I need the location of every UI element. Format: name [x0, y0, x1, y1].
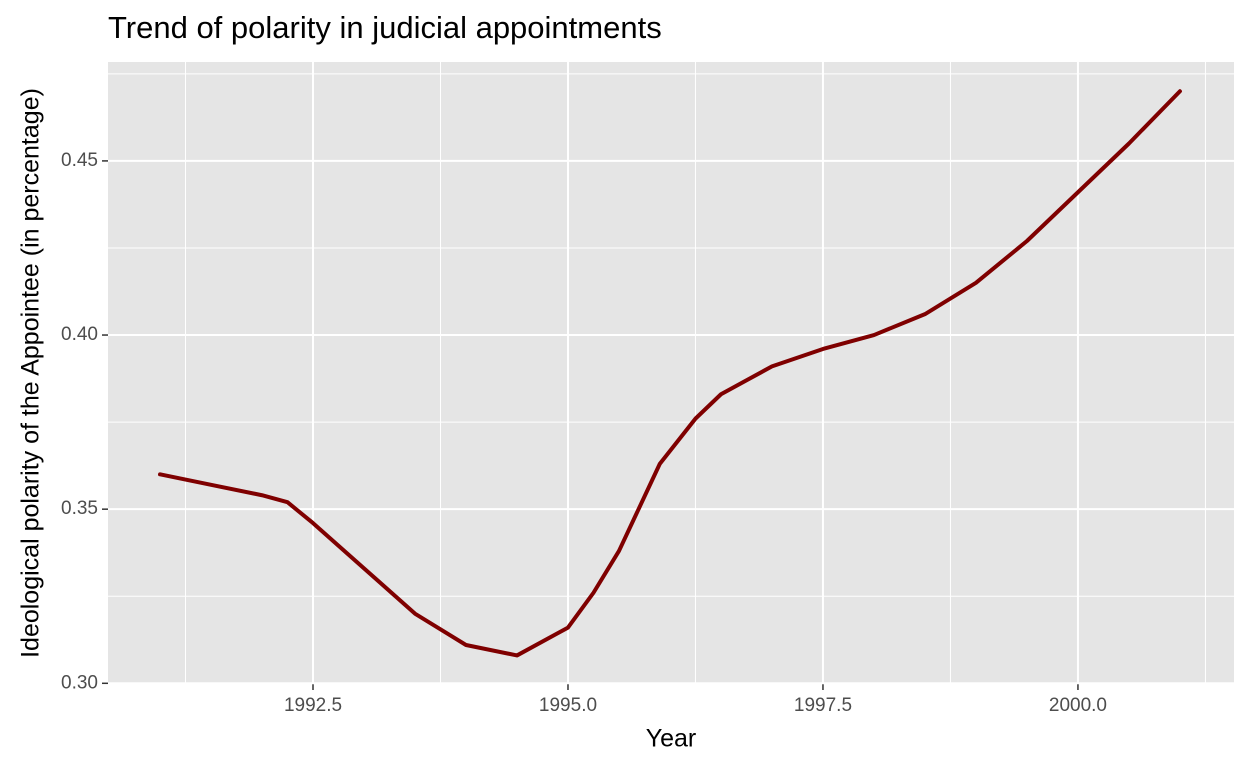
data-line [158, 89, 1182, 658]
y-axis-title: Ideological polarity of the Appointee (i… [17, 88, 45, 658]
y-tick-label: 0.45 [61, 150, 98, 171]
x-tick-label: 2000.0 [1049, 695, 1107, 716]
y-tick-label: 0.40 [61, 324, 98, 345]
y-tick-label: 0.30 [61, 672, 98, 693]
x-tick-label: 1997.5 [794, 695, 852, 716]
y-tick-label: 0.35 [61, 498, 98, 519]
x-tick-label: 1992.5 [284, 695, 342, 716]
x-axis-title: Year [646, 725, 697, 753]
chart-title: Trend of polarity in judicial appointmen… [108, 10, 662, 45]
plot-panel [108, 62, 1234, 684]
x-tick-label: 1995.0 [539, 695, 597, 716]
